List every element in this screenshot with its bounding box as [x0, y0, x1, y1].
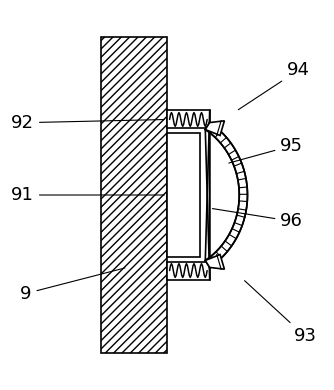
Bar: [167, 110, 210, 128]
Text: 92: 92: [11, 114, 164, 132]
Bar: [167, 262, 210, 280]
Polygon shape: [205, 255, 224, 269]
Text: 9: 9: [20, 268, 125, 303]
Text: 96: 96: [212, 209, 303, 230]
Text: 95: 95: [229, 137, 303, 163]
Bar: [101, 37, 167, 353]
Polygon shape: [205, 121, 224, 135]
Polygon shape: [205, 122, 247, 268]
Text: 94: 94: [238, 61, 310, 110]
Text: 93: 93: [244, 281, 316, 345]
Text: 91: 91: [11, 186, 164, 204]
Bar: [101, 37, 167, 353]
Bar: [101, 37, 167, 353]
Bar: [167, 133, 200, 257]
